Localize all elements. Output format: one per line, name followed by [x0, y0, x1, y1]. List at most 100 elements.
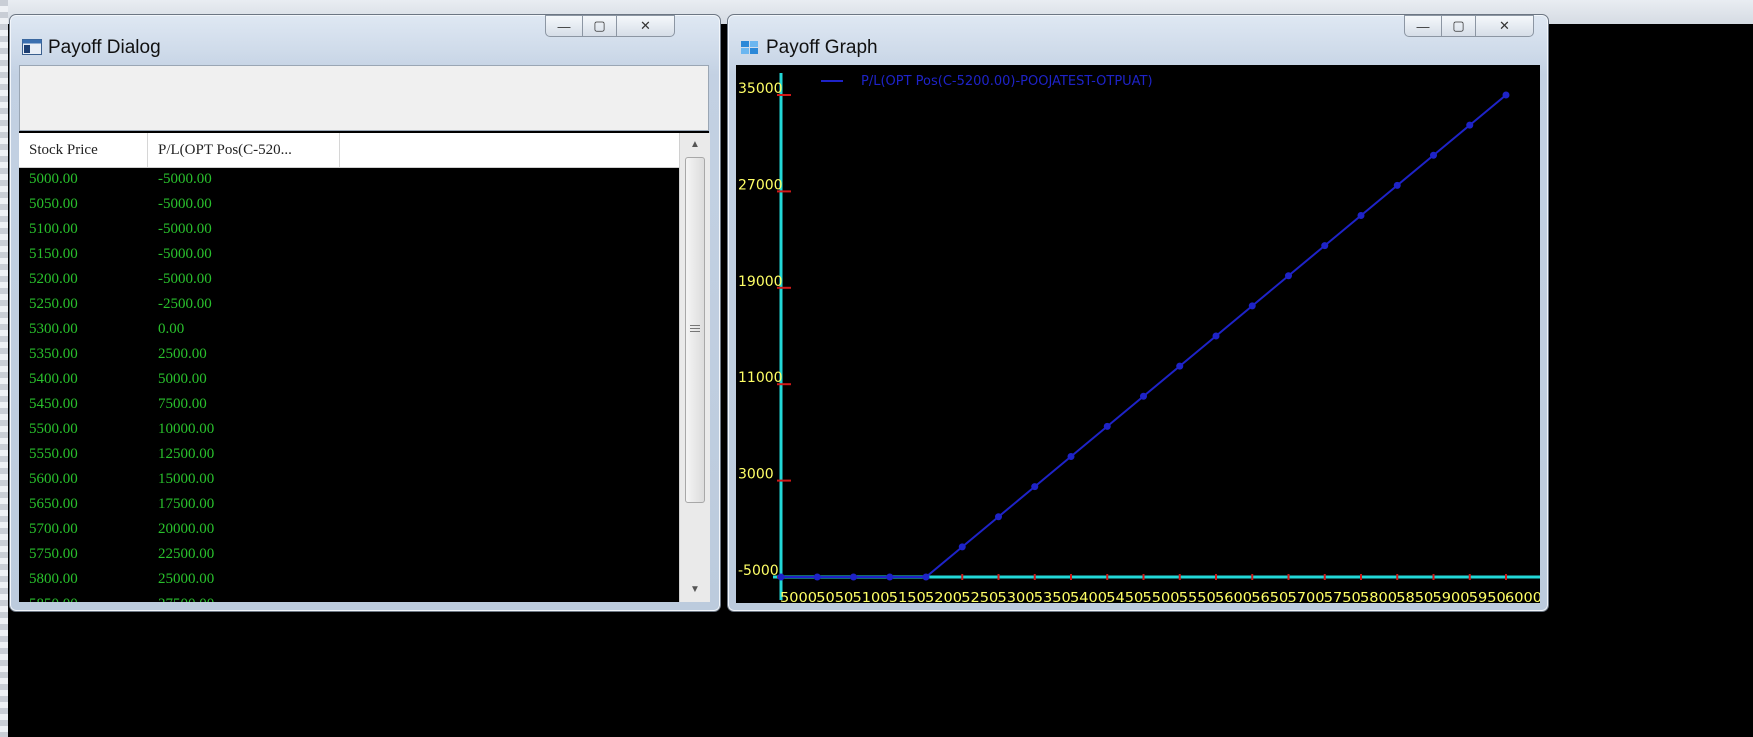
- x-tick-label: 5850: [1396, 591, 1433, 603]
- column-header-pl[interactable]: P/L(OPT Pos(C-520...: [148, 133, 340, 167]
- data-point: [1248, 302, 1256, 310]
- y-tick-label: 19000: [738, 274, 783, 290]
- pl-cell: -5000.00: [158, 196, 212, 212]
- table-row[interactable]: 5200.00 -5000.00: [19, 267, 679, 292]
- scroll-up-arrow-icon[interactable]: ▲: [690, 139, 700, 150]
- table-row[interactable]: 5400.00 5000.00: [19, 367, 679, 392]
- column-header-stock-price[interactable]: Stock Price: [19, 133, 148, 167]
- pl-cell: 2500.00: [158, 346, 207, 362]
- x-tick-label: 5250: [961, 591, 998, 603]
- table-row[interactable]: 5700.00 20000.00: [19, 517, 679, 542]
- table-row[interactable]: 5050.00 -5000.00: [19, 192, 679, 217]
- table-row[interactable]: 5750.00 22500.00: [19, 542, 679, 567]
- stock-price-cell: 5150.00: [29, 246, 78, 262]
- pl-cell: 0.00: [158, 321, 185, 337]
- pl-cell: -2500.00: [158, 296, 212, 312]
- table-row[interactable]: 5250.00 -2500.00: [19, 292, 679, 317]
- data-point: [886, 573, 894, 581]
- table-row[interactable]: 5350.00 2500.00: [19, 342, 679, 367]
- data-point: [1212, 332, 1220, 340]
- table-row[interactable]: 5100.00 -5000.00: [19, 217, 679, 242]
- maximize-button[interactable]: ▢: [583, 15, 617, 37]
- table-row[interactable]: 5550.00 12500.00: [19, 442, 679, 467]
- stock-price-cell: 5250.00: [29, 296, 78, 312]
- pl-cell: 15000.00: [158, 471, 215, 487]
- table-row[interactable]: 5150.00 -5000.00: [19, 242, 679, 267]
- minimize-button[interactable]: —: [545, 15, 583, 37]
- stock-price-cell: 5400.00: [29, 371, 78, 387]
- close-button[interactable]: ✕: [617, 15, 675, 37]
- x-tick-label: 5550: [1179, 591, 1216, 603]
- table-row[interactable]: 5500.00 10000.00: [19, 417, 679, 442]
- scroll-thumb[interactable]: [685, 157, 705, 503]
- puzzle-app-icon: [741, 41, 758, 54]
- pl-cell: 20000.00: [158, 521, 215, 537]
- table-row[interactable]: 5600.00 15000.00: [19, 467, 679, 492]
- data-point: [1430, 151, 1437, 159]
- x-tick-label: 5400: [1070, 591, 1107, 603]
- pl-cell: -5000.00: [158, 221, 212, 237]
- stock-price-cell: 5650.00: [29, 496, 78, 512]
- payoff-dialog-window: Payoff Dialog — ▢ ✕ Stock Price P/L(OPT …: [9, 14, 721, 612]
- pl-cell: 17500.00: [158, 496, 215, 512]
- data-point: [813, 573, 821, 581]
- pl-cell: -5000.00: [158, 171, 212, 187]
- y-tick-label: 3000: [738, 467, 774, 483]
- data-point: [850, 573, 857, 581]
- x-tick-label: 5350: [1034, 591, 1071, 603]
- x-tick-label: 5500: [1143, 591, 1180, 603]
- scroll-down-arrow-icon[interactable]: ▼: [690, 584, 700, 595]
- data-point: [1067, 453, 1075, 460]
- scroll-grip-line: [690, 331, 700, 332]
- data-point: [1357, 212, 1365, 219]
- x-tick-label: 5300: [998, 591, 1035, 603]
- table-header: Stock Price P/L(OPT Pos(C-520...: [19, 133, 679, 168]
- graph-title: Payoff Graph: [766, 37, 878, 58]
- stock-price-cell: 5450.00: [29, 396, 78, 412]
- x-tick-label: 5000: [780, 591, 817, 603]
- pl-cell: 22500.00: [158, 546, 215, 562]
- vertical-scrollbar[interactable]: ▲ ▼: [679, 133, 710, 602]
- table-row[interactable]: 5450.00 7500.00: [19, 392, 679, 417]
- window-app-icon: [22, 39, 42, 55]
- series-line: [781, 94, 1507, 578]
- stock-price-cell: 5100.00: [29, 221, 78, 237]
- table-row[interactable]: 5000.00 -5000.00: [19, 167, 679, 192]
- table-row[interactable]: 5650.00 17500.00: [19, 492, 679, 517]
- pl-cell: 5000.00: [158, 371, 207, 387]
- x-tick-label: 5100: [853, 591, 890, 603]
- x-tick-label: 5950: [1469, 591, 1506, 603]
- x-tick-label: 5750: [1324, 591, 1361, 603]
- table-row[interactable]: 5850.00 27500.00: [19, 592, 679, 602]
- pl-cell: 27500.00: [158, 592, 214, 602]
- pl-cell: 12500.00: [158, 446, 215, 462]
- data-point: [1103, 422, 1111, 430]
- stock-price-cell: 5500.00: [29, 421, 78, 437]
- stock-price-cell: 5350.00: [29, 346, 78, 362]
- x-tick-label: 5450: [1106, 591, 1143, 603]
- table-row[interactable]: 5300.00 0.00: [19, 317, 679, 342]
- table-row[interactable]: 5800.00 25000.00: [19, 567, 679, 592]
- desktop-edge: [0, 0, 8, 737]
- y-tick-label: 11000: [738, 370, 783, 386]
- stock-price-cell: 5200.00: [29, 271, 78, 287]
- stock-price-cell: 5700.00: [29, 521, 78, 537]
- stock-price-cell: 5600.00: [29, 471, 78, 487]
- close-button[interactable]: ✕: [1476, 15, 1534, 37]
- data-point: [1176, 362, 1184, 370]
- scroll-grip-line: [690, 325, 700, 326]
- data-point: [1285, 272, 1292, 280]
- maximize-button[interactable]: ▢: [1442, 15, 1476, 37]
- x-tick-label: 5050: [816, 591, 853, 603]
- graph-window-controls: — ▢ ✕: [1404, 15, 1534, 39]
- data-point: [1502, 91, 1510, 99]
- stock-price-cell: 5800.00: [29, 571, 78, 587]
- dialog-toolbar-area: [19, 65, 709, 131]
- table-body: 5000.00 -5000.00 5050.00 -5000.00 5100.00 -50…: [19, 167, 679, 602]
- data-point: [995, 513, 1002, 521]
- data-point: [1140, 392, 1147, 400]
- graph-client-area: 35000 27000 19000 11000 3000 -5000 5000 5050 510…: [736, 65, 1540, 603]
- minimize-button[interactable]: —: [1404, 15, 1442, 37]
- data-point: [1321, 242, 1329, 250]
